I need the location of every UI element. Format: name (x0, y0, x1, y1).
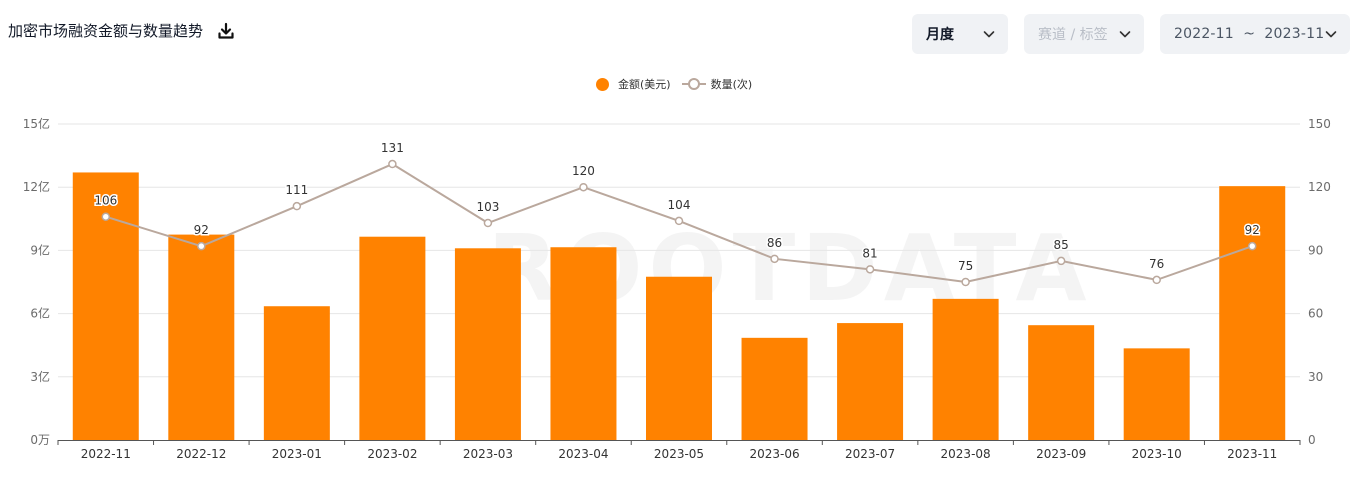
download-icon[interactable] (217, 22, 235, 40)
y-left-tick-label: 6亿 (30, 306, 50, 321)
bar-series (72, 172, 1286, 440)
chevron-down-icon (1325, 31, 1337, 38)
legend-item-amount[interactable]: 金额(美元) (596, 76, 671, 92)
count-point-2023-10 (1152, 275, 1161, 285)
count-data-label: 76 (1149, 257, 1164, 271)
y-right-tick-label: 120 (1308, 180, 1331, 194)
count-point-2023-09 (1056, 256, 1066, 266)
x-tick-label: 2023-02 (367, 447, 417, 461)
axes: 0万 3亿 6亿 9亿 12亿 15亿 0 30 60 90 120 150 2022-11 2022-1… (23, 116, 1331, 461)
y-left-tick-label: 3亿 (30, 369, 50, 384)
bar-2023-07 (837, 323, 904, 440)
count-point-2023-01 (292, 201, 302, 211)
y-right-tick-label: 150 (1308, 117, 1331, 131)
count-data-label: 81 (862, 246, 877, 260)
count-point-2023-02 (388, 159, 397, 169)
x-tick-label: 2022-11 (81, 447, 131, 461)
count-data-label: 111 (285, 183, 308, 197)
line-series (101, 159, 1257, 287)
x-tick-label: 2023-05 (654, 447, 704, 461)
y-left-tick-label: 12亿 (23, 179, 50, 194)
count-point-2023-05 (674, 216, 684, 226)
y-right-tick-label: 30 (1308, 370, 1323, 384)
x-tick-label: 2023-06 (749, 447, 799, 461)
date-range-value: 2022-11 ~ 2023-11 (1174, 26, 1325, 42)
count-data-label: 86 (767, 236, 782, 250)
bar-2023-09 (1028, 325, 1095, 440)
count-point-2022-11 (101, 212, 111, 221)
count-point-2023-11 (1247, 241, 1257, 251)
bar-2023-05 (646, 276, 712, 440)
x-tick-label: 2023-11 (1227, 447, 1277, 461)
track-tag-select[interactable]: 赛道 / 标签 (1024, 14, 1144, 54)
bar-2023-03 (454, 248, 521, 440)
x-tick-label: 2023-09 (1036, 447, 1086, 461)
x-tick-label: 2022-12 (176, 447, 226, 461)
bar-2023-06 (741, 337, 808, 440)
count-point-2022-12 (197, 241, 206, 251)
chart-header: 加密市场融资金额与数量趋势 月度 赛道 / 标签 2022-11 ~ 2023-… (0, 0, 1357, 70)
count-data-label: 104 (668, 198, 691, 212)
bar-2023-11 (1219, 186, 1286, 440)
chart-title: 加密市场融资金额与数量趋势 (8, 22, 204, 40)
count-data-label: 75 (958, 259, 973, 273)
chevron-down-icon (1119, 31, 1131, 38)
count-data-label: 106 (94, 194, 117, 208)
y-left-tick-label: 0万 (30, 433, 50, 447)
bar-2023-02 (359, 236, 426, 440)
bar-2023-01 (263, 306, 330, 440)
data-labels: 106 92 111 131 103 120 104 86 81 75 85 76 92 (93, 140, 1262, 275)
bar-2022-12 (168, 234, 235, 440)
bar-2023-08 (932, 298, 999, 440)
x-tick-label: 2023-04 (558, 447, 608, 461)
count-data-label: 92 (194, 223, 209, 237)
count-point-2023-07 (865, 265, 875, 274)
count-point-2023-03 (483, 218, 493, 228)
count-data-label: 131 (381, 141, 404, 155)
legend-amount-swatch (596, 77, 609, 91)
title-group: 加密市场融资金额与数量趋势 (8, 20, 235, 41)
count-point-2023-08 (961, 277, 970, 287)
bar-2023-04 (550, 247, 617, 440)
y-right-tick-label: 90 (1308, 243, 1323, 257)
count-data-label: 120 (572, 164, 595, 178)
x-tick-label: 2023-03 (463, 447, 513, 461)
period-select[interactable]: 月度 (912, 14, 1008, 54)
y-left-tick-label: 15亿 (23, 116, 50, 131)
date-range-picker[interactable]: 2022-11 ~ 2023-11 (1160, 14, 1350, 54)
x-tick-label: 2023-01 (272, 447, 322, 461)
period-select-value: 月度 (926, 27, 954, 43)
chart-legend: 金额(美元) 数量(次) (596, 76, 762, 92)
chevron-down-icon (983, 31, 995, 38)
y-left-tick-label: 9亿 (30, 242, 50, 257)
count-point-2023-06 (770, 254, 779, 264)
x-tick-label: 2023-08 (941, 447, 991, 461)
legend-count-swatch (681, 78, 706, 90)
x-tick-label: 2023-10 (1132, 447, 1182, 461)
y-right-tick-label: 60 (1308, 307, 1323, 321)
count-data-label: 103 (476, 200, 499, 214)
x-tick-label: 2023-07 (845, 447, 895, 461)
bar-2023-10 (1123, 348, 1190, 440)
legend-count-label: 数量(次) (710, 78, 753, 91)
count-point-2023-04 (579, 182, 588, 192)
legend-item-count[interactable]: 数量(次) (681, 76, 753, 92)
y-right-tick-label: 0 (1308, 433, 1316, 447)
count-data-label: 92 (1245, 223, 1260, 237)
count-data-label: 85 (1054, 238, 1069, 252)
legend-amount-label: 金额(美元) (618, 78, 671, 91)
track-tag-placeholder: 赛道 / 标签 (1038, 27, 1108, 43)
